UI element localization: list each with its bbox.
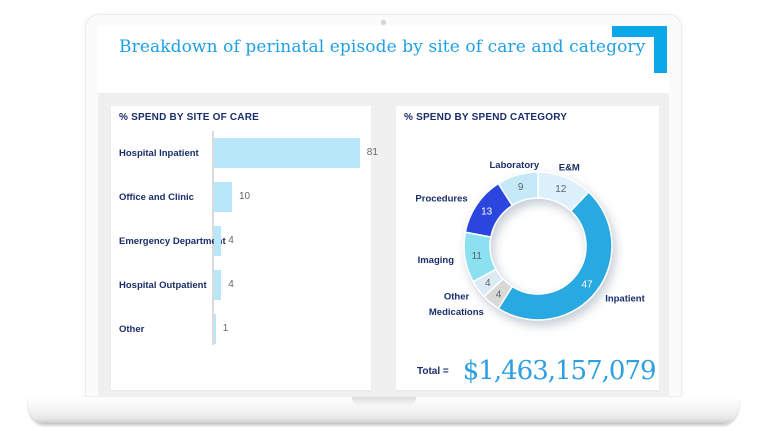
spend-category-card: % SPEND BY SPEND CATEGORY 12 E&M 47 Inpatie… (396, 106, 659, 390)
laptop-base (28, 397, 739, 424)
donut-labels: 12 E&M 47 Inpatient 4 Medications 4 Other 11 Imag… (415, 160, 645, 318)
laptop-notch (351, 397, 416, 407)
bar-row: Other 1 (119, 307, 367, 351)
segment-value-label: 13 (481, 207, 493, 218)
bar (214, 270, 222, 300)
spend-category-header: % SPEND BY SPEND CATEGORY (404, 112, 568, 123)
bar-track: 10 (214, 182, 367, 212)
segment-value-label: 4 (496, 289, 502, 300)
page-title: Breakdown of perinatal episode by site o… (119, 37, 646, 57)
bar-category-label: Other (119, 323, 145, 335)
title-band: Breakdown of perinatal episode by site o… (98, 26, 669, 93)
bar-track: 1 (214, 314, 367, 344)
bar-value-label: 10 (239, 191, 251, 202)
bar-value-label: 4 (228, 279, 234, 290)
donut-chart: 12 E&M 47 Inpatient 4 Medications 4 Other 11 Imag… (415, 160, 646, 321)
dashboard-screen: Breakdown of perinatal episode by site o… (98, 26, 669, 396)
bar-track: 4 (214, 270, 367, 300)
laptop-screen-frame: Breakdown of perinatal episode by site o… (85, 14, 682, 397)
total-label: Total = (417, 365, 449, 377)
bar (214, 182, 232, 212)
bar-row: Office and Clinic 10 (119, 175, 367, 219)
bar-track: 4 (214, 226, 367, 256)
total-value: $1,463,157,079 (462, 356, 657, 386)
site-of-care-card: % SPEND BY SITE OF CARE Hospital Inpatie… (111, 106, 378, 390)
donut-segment (497, 190, 613, 321)
bar-row: Emergency Department 4 (119, 219, 367, 263)
segment-value-label: 12 (555, 184, 567, 195)
bar (214, 138, 360, 168)
segment-value-label: 4 (485, 278, 491, 289)
bar-track: 81 (214, 138, 378, 168)
bar-category-label: Emergency Department (119, 235, 226, 247)
bar-category-label: Hospital Outpatient (119, 279, 207, 291)
site-of-care-header: % SPEND BY SITE OF CARE (119, 112, 259, 123)
bar (214, 314, 216, 344)
segment-category-label: Medications (429, 307, 484, 318)
bar-chart: Hospital Inpatient 81 Office and Clinic 10 E… (119, 131, 378, 351)
bar-value-label: 1 (222, 323, 229, 334)
bar-category-label: Office and Clinic (119, 191, 194, 203)
segment-value-label: 9 (518, 182, 524, 193)
bar-value-label: 4 (228, 235, 234, 246)
total-row: Total = $1,463,157,079 (417, 356, 657, 386)
segment-category-label: Inpatient (605, 294, 645, 305)
segment-category-label: Imaging (418, 255, 455, 266)
corner-bracket-icon (612, 26, 667, 73)
segment-category-label: Laboratory (489, 160, 539, 171)
bar (214, 226, 222, 256)
bar-row: Hospital Inpatient 81 (119, 131, 378, 175)
donut-slices (463, 171, 613, 321)
segment-category-label: Procedures (415, 194, 467, 205)
corner-bracket-vertical (654, 26, 667, 73)
segment-category-label: Other (444, 292, 470, 303)
bar-row: Hospital Outpatient 4 (119, 263, 367, 307)
webcam-icon (380, 20, 386, 25)
bar-category-label: Hospital Inpatient (119, 147, 199, 159)
segment-value-label: 11 (472, 251, 483, 262)
bar-chart-axis (212, 131, 214, 345)
corner-bracket-horizontal (612, 26, 667, 37)
segment-category-label: E&M (559, 163, 580, 174)
donut-segment (497, 171, 539, 207)
bar-value-label: 81 (366, 147, 378, 158)
segment-value-label: 47 (581, 280, 593, 291)
